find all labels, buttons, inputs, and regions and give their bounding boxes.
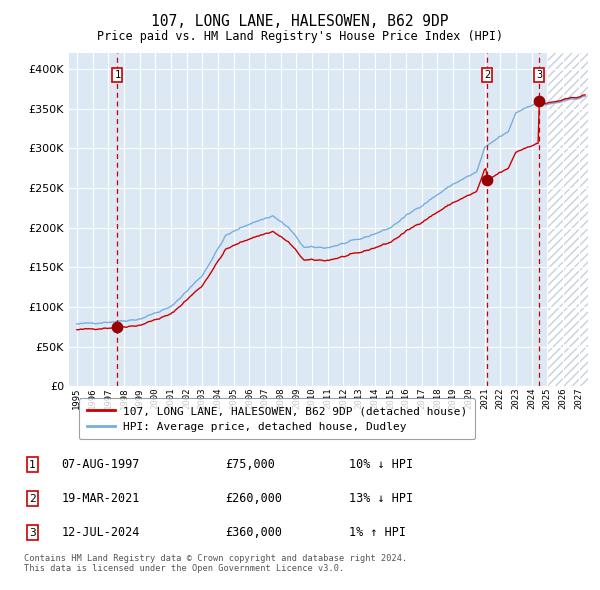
Text: 2: 2 (29, 494, 36, 504)
Text: 2: 2 (484, 70, 490, 80)
Text: Contains HM Land Registry data © Crown copyright and database right 2024.
This d: Contains HM Land Registry data © Crown c… (24, 554, 407, 573)
Text: 19-MAR-2021: 19-MAR-2021 (61, 492, 140, 505)
Text: £360,000: £360,000 (226, 526, 283, 539)
Text: £260,000: £260,000 (226, 492, 283, 505)
Text: 07-AUG-1997: 07-AUG-1997 (61, 458, 140, 471)
Text: 1: 1 (114, 70, 121, 80)
Text: 1% ↑ HPI: 1% ↑ HPI (349, 526, 406, 539)
Point (482, 175, 492, 185)
Point (113, 322, 122, 332)
Text: 10% ↓ HPI: 10% ↓ HPI (349, 458, 413, 471)
Text: 3: 3 (536, 70, 542, 80)
Text: Price paid vs. HM Land Registry's House Price Index (HPI): Price paid vs. HM Land Registry's House … (97, 30, 503, 43)
Text: £75,000: £75,000 (226, 458, 275, 471)
Point (535, 96, 544, 106)
Text: 3: 3 (29, 527, 36, 537)
Text: 12-JUL-2024: 12-JUL-2024 (61, 526, 140, 539)
Text: 13% ↓ HPI: 13% ↓ HPI (349, 492, 413, 505)
Text: 1: 1 (29, 460, 36, 470)
Text: 107, LONG LANE, HALESOWEN, B62 9DP: 107, LONG LANE, HALESOWEN, B62 9DP (151, 14, 449, 30)
Legend: 107, LONG LANE, HALESOWEN, B62 9DP (detached house), HPI: Average price, detache: 107, LONG LANE, HALESOWEN, B62 9DP (deta… (79, 398, 475, 440)
